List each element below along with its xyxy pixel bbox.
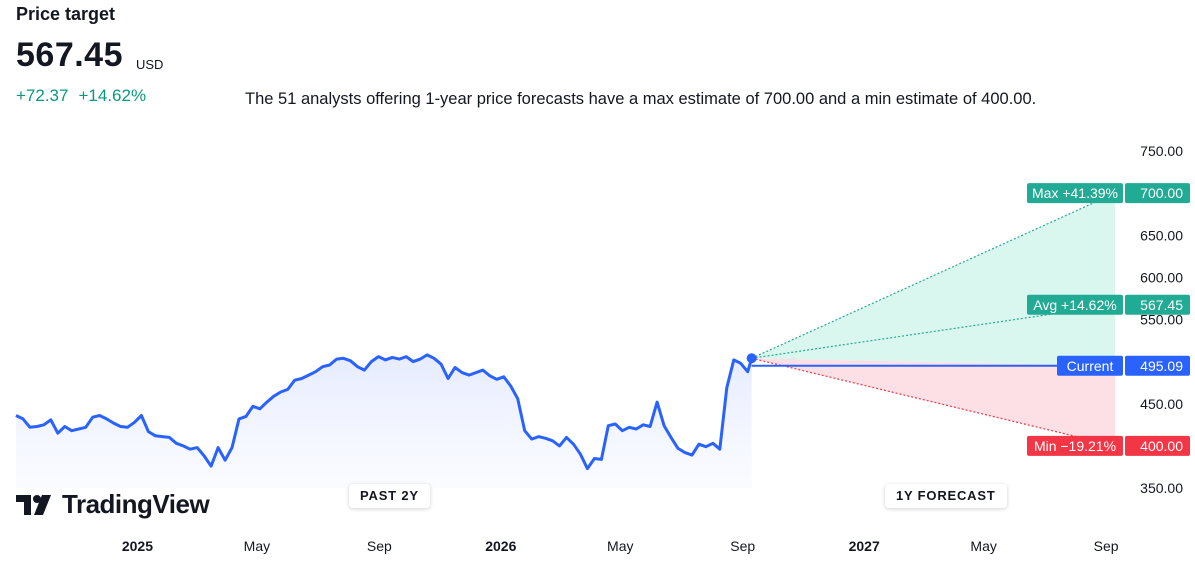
currency-label: USD xyxy=(136,57,164,72)
target-value-badge xyxy=(1125,294,1190,315)
y-tick-label: 750.00 xyxy=(1140,143,1183,159)
forecast-upside-area xyxy=(751,193,1116,366)
x-tick-label: Sep xyxy=(1094,538,1119,554)
target-label-text: Max +41.39% xyxy=(1032,185,1118,201)
y-tick-label: 550.00 xyxy=(1140,312,1183,328)
target-value-text: 700.00 xyxy=(1140,185,1183,201)
target-value-badge xyxy=(1125,355,1190,376)
forecast-max-line xyxy=(751,192,1116,359)
x-tick-label: May xyxy=(244,538,270,554)
analyst-summary: The 51 analysts offering 1-year price fo… xyxy=(245,90,1037,108)
forecast-period-label: 1Y FORECAST xyxy=(885,484,1007,508)
target-label-text: Current xyxy=(1067,358,1114,374)
history-area xyxy=(16,354,752,488)
y-tick-label: 450.00 xyxy=(1140,396,1183,412)
target-label-max xyxy=(1027,183,1123,204)
change-percent: +14.62% xyxy=(78,86,147,105)
y-tick-label: 600.00 xyxy=(1140,269,1183,285)
target-value-badge xyxy=(1125,435,1190,456)
target-value-badge xyxy=(1125,183,1190,204)
x-tick-label: 2027 xyxy=(849,538,880,554)
past-period-label: PAST 2Y xyxy=(349,484,430,508)
target-label-avg xyxy=(1027,294,1123,315)
tradingview-logo[interactable]: TradingView xyxy=(16,489,210,520)
forecast-avg-line xyxy=(751,304,1116,359)
target-value-text: 495.09 xyxy=(1140,358,1183,374)
current-price-point[interactable] xyxy=(746,353,757,364)
y-tick-label: 650.00 xyxy=(1140,227,1183,243)
tradingview-logo-icon xyxy=(16,494,51,515)
price-target-value: 567.45 xyxy=(16,36,123,74)
target-value-text: 400.00 xyxy=(1140,438,1183,454)
price-history-line[interactable] xyxy=(15,353,754,471)
change-absolute: +72.37 xyxy=(16,86,69,105)
x-tick-label: 2026 xyxy=(485,538,516,554)
price-change: +72.37 +14.62% xyxy=(16,86,156,106)
x-tick-label: Sep xyxy=(730,538,755,554)
tradingview-wordmark: TradingView xyxy=(62,489,210,519)
x-tick-label: Sep xyxy=(367,538,392,554)
x-tick-label: May xyxy=(607,538,633,554)
target-label-text: Avg +14.62% xyxy=(1033,297,1116,313)
target-label-text: Min −19.21% xyxy=(1034,438,1116,454)
target-label-min xyxy=(1027,435,1123,456)
target-label-current xyxy=(1057,355,1123,376)
target-value-text: 567.45 xyxy=(1140,297,1183,313)
x-tick-label: 2025 xyxy=(122,538,153,554)
y-tick-label: 350.00 xyxy=(1140,480,1183,496)
page-title: Price target xyxy=(16,4,116,24)
x-tick-label: May xyxy=(970,538,996,554)
